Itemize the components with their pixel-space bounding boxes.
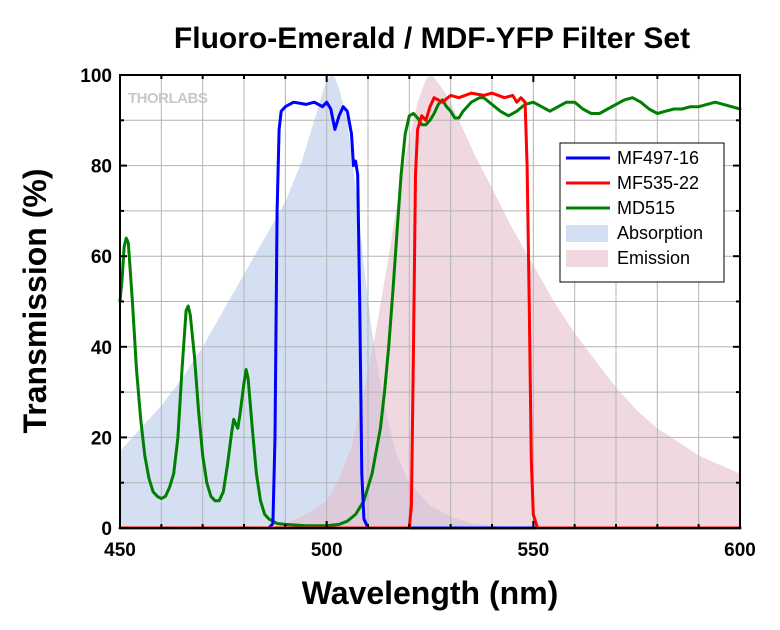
y-tick-label: 60	[91, 247, 112, 268]
legend-label: MF497-16	[617, 148, 699, 168]
legend: MF497-16 MF535-22 MD515 Absorption Emission	[559, 142, 725, 283]
x-axis-label: Wavelength (nm)	[302, 575, 559, 611]
y-axis-label: Transmission (%)	[17, 169, 53, 434]
axis-ticks: 450 500 550 600 0 20 40 60 80 100	[80, 66, 756, 561]
legend-label: Absorption	[617, 223, 703, 243]
x-tick-label: 500	[311, 540, 343, 561]
line-mf497-16	[118, 100, 742, 530]
y-tick-label: 0	[101, 519, 112, 540]
chart-title: Fluoro-Emerald / MDF-YFP Filter Set	[174, 22, 690, 55]
legend-label: MD515	[617, 198, 675, 218]
x-tick-label: 450	[104, 540, 136, 561]
y-tick-label: 80	[91, 157, 112, 178]
legend-swatch-absorption	[566, 225, 608, 242]
legend-label: Emission	[617, 248, 690, 268]
line-mf535-22	[118, 91, 742, 530]
y-tick-label: 100	[80, 66, 112, 87]
line-series-group	[118, 91, 742, 530]
legend-swatch-emission	[566, 250, 608, 267]
y-tick-label: 20	[91, 428, 112, 449]
legend-label: MF535-22	[617, 173, 699, 193]
line-md515	[118, 96, 742, 528]
x-tick-label: 550	[517, 540, 549, 561]
y-tick-label: 40	[91, 338, 112, 359]
watermark-logo: THORLABS	[128, 90, 208, 107]
x-tick-label: 600	[724, 540, 756, 561]
